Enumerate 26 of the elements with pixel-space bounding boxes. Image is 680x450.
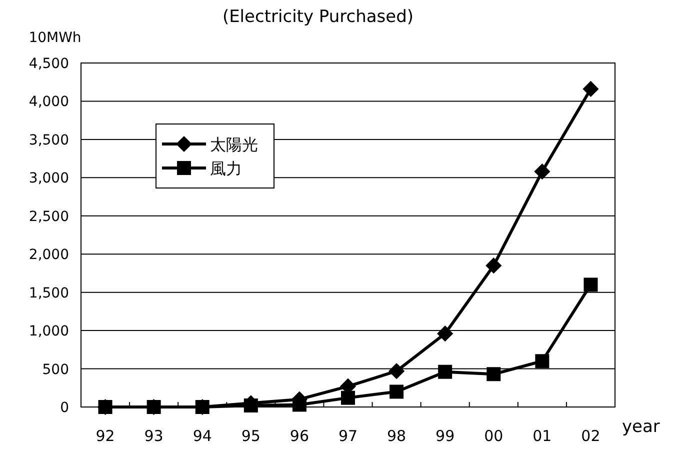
chart-title: (Electricity Purchased) — [222, 7, 414, 27]
y-tick-label: 4,000 — [28, 94, 69, 110]
x-tick-label: 00 — [484, 427, 504, 445]
y-tick-label: 4,500 — [28, 56, 69, 72]
x-tick-label: 95 — [241, 427, 260, 445]
y-tick-label: 500 — [42, 362, 69, 378]
y-tick-label: 3,000 — [28, 170, 69, 187]
legend-label: 風力 — [210, 159, 242, 178]
y-tick-label: 1,500 — [28, 285, 69, 302]
legend-label: 太陽光 — [210, 135, 258, 154]
y-tick-label: 2,500 — [28, 208, 69, 225]
x-axis-title: year — [622, 417, 660, 437]
x-tick-label: 02 — [581, 427, 600, 445]
x-tick-label: 98 — [387, 427, 406, 445]
y-tick-label: 1,000 — [28, 324, 69, 340]
x-tick-label: 97 — [338, 427, 358, 445]
x-tick-label: 01 — [532, 427, 552, 445]
x-tick-label: 96 — [290, 427, 309, 445]
y-axis-title: 10MWh — [28, 30, 82, 46]
x-tick-label: 99 — [436, 427, 455, 445]
y-tick-label: 3,500 — [28, 132, 69, 148]
y-tick-label: 2,000 — [28, 247, 69, 264]
x-tick-label: 94 — [192, 427, 212, 445]
x-tick-label: 93 — [144, 427, 164, 445]
y-tick-label: 0 — [60, 400, 69, 416]
x-tick-label: 92 — [96, 427, 115, 445]
